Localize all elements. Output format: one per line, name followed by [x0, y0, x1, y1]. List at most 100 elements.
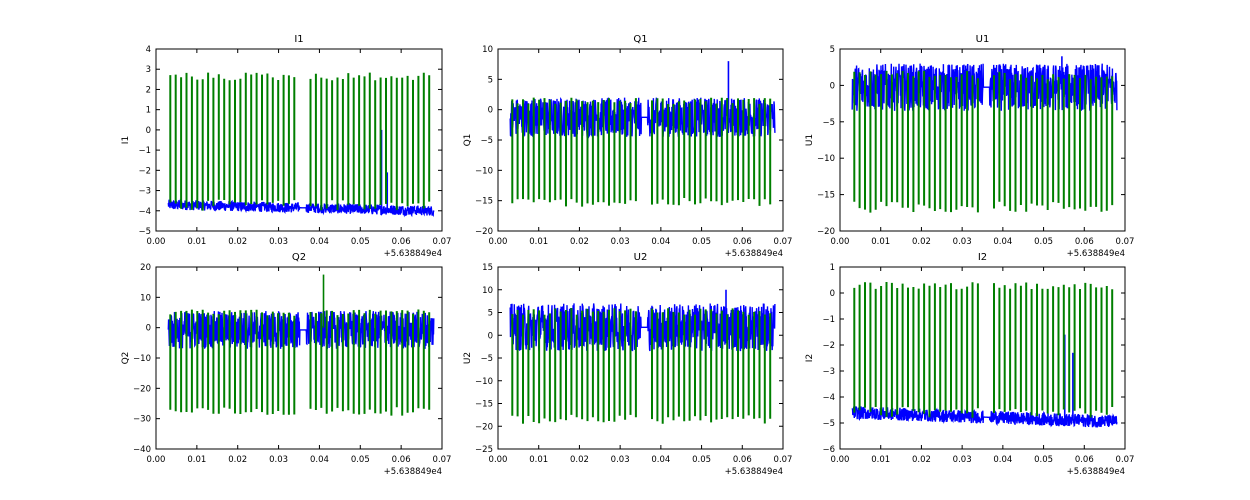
subplot-q2: 0.00 0.01 0.02 0.03 0.04 0.05 0.06 0.07 −40 −30 −2… — [121, 252, 451, 477]
axes-frame — [839, 266, 1126, 450]
x-offset-label: +5.638849e4 — [384, 467, 442, 477]
y-axis-label: U2 — [463, 352, 473, 364]
x-tick-label: 0.01 — [529, 237, 548, 247]
subplot-q1: 0.00 0.01 0.02 0.03 0.04 0.05 0.06 0.07 −20 −15 −1… — [463, 34, 792, 259]
y-tick-label: −1 — [138, 146, 151, 156]
y-tick-label: 10 — [482, 45, 493, 55]
x-tick-label: 0.01 — [871, 455, 890, 465]
x-tick-label: 0.05 — [1034, 455, 1053, 465]
y-tick-label: −15 — [475, 197, 493, 207]
plot-area — [851, 56, 1118, 213]
y-tick-label: −10 — [817, 154, 835, 164]
x-tick-label: 0.00 — [831, 455, 850, 465]
subplot-title: Q1 — [633, 34, 647, 45]
subplot-title: U1 — [976, 34, 990, 45]
y-tick-label: −5 — [138, 227, 151, 237]
series-blue-line — [509, 97, 776, 140]
x-offset-label: +5.638849e4 — [725, 249, 783, 259]
y-tick-label: −4 — [138, 207, 151, 217]
x-tick-label: 0.01 — [187, 237, 206, 247]
y-tick-label: −15 — [475, 400, 493, 410]
x-tick-label: 0.03 — [953, 455, 972, 465]
x-tick-label: 0.01 — [529, 455, 548, 465]
subplot-i2: 0.00 0.01 0.02 0.03 0.04 0.05 0.06 0.07 −6 −5 −4 −3… — [805, 252, 1134, 477]
x-tick-label: 0.05 — [351, 455, 370, 465]
plot-area — [509, 289, 776, 424]
y-tick-label: −3 — [138, 187, 151, 197]
x-tick-label: 0.00 — [489, 237, 508, 247]
x-tick-label: 0.07 — [433, 237, 452, 247]
x-tick-label: 0.03 — [953, 237, 972, 247]
x-offset-label: +5.638849e4 — [725, 467, 783, 477]
x-tick-label: 0.03 — [269, 237, 288, 247]
x-tick-label: 0.06 — [392, 237, 411, 247]
x-tick-label: 0.02 — [570, 237, 589, 247]
y-tick-label: −20 — [475, 227, 493, 237]
y-tick-label: 0 — [488, 106, 493, 116]
subplot-u1: 0.00 0.01 0.02 0.03 0.04 0.05 0.06 0.07 −20 −15 −1… — [805, 34, 1134, 259]
y-tick-label: −40 — [133, 445, 151, 455]
y-axis-label: I1 — [121, 136, 131, 144]
y-tick-label: 0 — [146, 126, 151, 136]
plot-area — [851, 282, 1118, 428]
x-tick-label: 0.00 — [147, 455, 166, 465]
y-tick-label: 15 — [482, 263, 493, 273]
axes-frame — [155, 266, 443, 450]
axes-frame — [155, 48, 443, 232]
x-tick-label: 0.03 — [269, 455, 288, 465]
y-tick-label: −20 — [817, 227, 835, 237]
axes-frame — [497, 48, 784, 232]
x-tick-label: 0.04 — [310, 237, 329, 247]
x-tick-label: 0.03 — [611, 237, 630, 247]
y-axis-label: Q2 — [121, 352, 131, 365]
x-tick-label: 0.03 — [611, 455, 630, 465]
x-tick-label: 0.05 — [351, 237, 370, 247]
y-tick-label: 4 — [146, 45, 151, 55]
x-tick-label: 0.05 — [1034, 237, 1053, 247]
y-tick-label: 0 — [830, 81, 835, 91]
y-tick-label: −5 — [480, 354, 493, 364]
x-tick-label: 0.02 — [228, 237, 247, 247]
y-tick-label: −2 — [822, 341, 835, 351]
x-tick-label: 0.07 — [774, 455, 793, 465]
x-tick-label: 0.02 — [912, 237, 931, 247]
y-tick-label: 5 — [830, 45, 835, 55]
x-tick-label: 0.07 — [1116, 455, 1135, 465]
x-tick-label: 0.04 — [993, 455, 1012, 465]
y-tick-label: 5 — [488, 309, 493, 319]
x-tick-label: 0.01 — [187, 455, 206, 465]
y-tick-label: −3 — [822, 367, 835, 377]
y-tick-label: −20 — [475, 422, 493, 432]
y-tick-label: −2 — [138, 166, 151, 176]
y-tick-label: −25 — [475, 445, 493, 455]
series-blue-line — [167, 198, 435, 218]
y-tick-label: −5 — [822, 419, 835, 429]
x-tick-label: 0.05 — [692, 455, 711, 465]
x-tick-label: 0.04 — [993, 237, 1012, 247]
subplot-title: U2 — [634, 252, 648, 263]
axes-frame — [497, 266, 784, 450]
x-tick-label: 0.06 — [733, 455, 752, 465]
plot-area — [167, 274, 435, 416]
y-tick-label: 10 — [140, 293, 151, 303]
x-tick-label: 0.04 — [651, 455, 670, 465]
y-axis-label: Q1 — [463, 134, 473, 147]
subplot-title: I2 — [978, 252, 987, 263]
x-tick-label: 0.01 — [871, 237, 890, 247]
plot-area — [509, 61, 776, 207]
y-tick-label: −6 — [822, 445, 835, 455]
y-axis-label: I2 — [805, 354, 815, 362]
y-tick-label: 0 — [488, 331, 493, 341]
y-tick-label: 0 — [830, 289, 835, 299]
y-tick-label: −15 — [817, 191, 835, 201]
x-tick-label: 0.00 — [831, 237, 850, 247]
x-offset-label: +5.638849e4 — [1067, 249, 1125, 259]
x-tick-label: 0.07 — [1116, 237, 1135, 247]
subplot-title: Q2 — [292, 252, 306, 263]
y-tick-label: 10 — [482, 286, 493, 296]
x-tick-label: 0.02 — [912, 455, 931, 465]
x-tick-label: 0.02 — [570, 455, 589, 465]
subplot-i1: 0.00 0.01 0.02 0.03 0.04 0.05 0.06 0.07 −5 −4 −3 −2… — [121, 34, 451, 259]
subplot-title: I1 — [294, 34, 303, 45]
y-tick-label: 1 — [146, 106, 151, 116]
